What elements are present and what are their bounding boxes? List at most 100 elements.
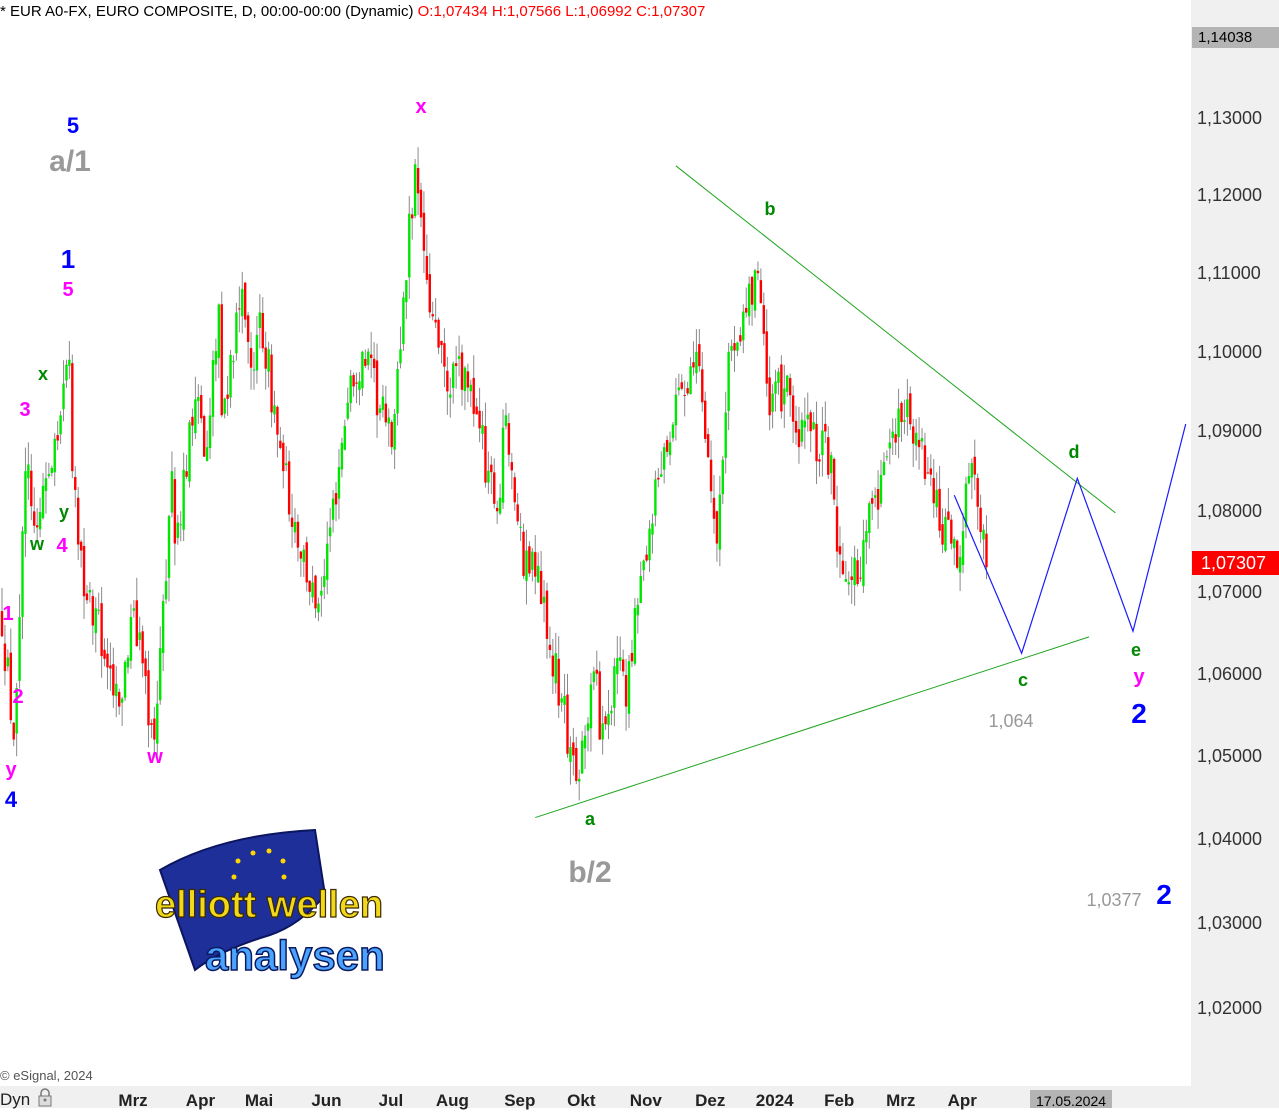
candle-body (381, 396, 385, 410)
candle-body (296, 521, 300, 548)
candle-body (791, 395, 795, 422)
price-tick-label: 1,08000 (1197, 501, 1263, 522)
candle-body (97, 609, 100, 611)
candle-body (859, 577, 862, 579)
candle-body (246, 315, 250, 342)
candle-body (498, 497, 502, 514)
candle-body (159, 648, 162, 701)
candle-body (349, 375, 352, 404)
candle-body (920, 438, 924, 442)
candle-body (621, 659, 625, 672)
candle-body (636, 604, 640, 616)
candle-body (712, 497, 716, 519)
candle-body (287, 461, 291, 515)
candle-body (106, 653, 109, 668)
candle-body (390, 422, 393, 448)
candle-body (780, 364, 783, 412)
candle-body (68, 359, 71, 366)
candle-body (745, 307, 748, 313)
price-tick-label: 1,03000 (1197, 913, 1263, 934)
candle-body (276, 406, 279, 435)
candle-body (141, 631, 144, 664)
wave-label: 5 (62, 279, 74, 301)
candle-body (440, 340, 443, 346)
time-axis[interactable] (0, 1086, 1279, 1108)
candle-body (425, 256, 429, 280)
candle-body (384, 403, 388, 423)
candle-body (15, 688, 18, 734)
time-tick-label: Okt (567, 1091, 596, 1110)
candle-body (135, 600, 138, 647)
candle-body (906, 399, 909, 418)
candle-body (150, 723, 153, 725)
candle-body (686, 388, 689, 394)
price-tick-label: 1,04000 (1197, 829, 1263, 850)
candle-body (812, 422, 815, 430)
candle-body (164, 581, 168, 600)
candle-body (882, 461, 886, 475)
candle-body (437, 319, 440, 348)
candle-body (12, 722, 15, 740)
time-tick-label: Aug (435, 1091, 469, 1110)
price-chart[interactable] (0, 0, 1191, 1086)
wave-label: 1 (2, 603, 14, 625)
candle-body (413, 164, 417, 217)
candle-body (469, 384, 472, 392)
candle-body (481, 425, 484, 434)
candle-body (900, 402, 903, 423)
price-tick-label: 1,11000 (1197, 263, 1261, 284)
candle-body (103, 649, 106, 659)
candle-body (120, 698, 124, 703)
candle-body (528, 546, 531, 574)
candle-body (953, 538, 956, 549)
ohlc-readout: O:1,07434 H:1,07566 L:1,06992 C:1,07307 (417, 3, 706, 20)
candle-body (610, 710, 613, 714)
candle-body (777, 371, 780, 383)
candle-body (651, 523, 654, 535)
candle-body (580, 740, 584, 774)
wave-label: 4 (56, 535, 68, 557)
candle-body (194, 399, 197, 434)
candle-body (941, 524, 944, 545)
candle-body (665, 439, 669, 452)
candle-body (979, 507, 982, 533)
candle-body (557, 658, 560, 706)
candle-body (642, 560, 645, 571)
candle-body (317, 603, 320, 613)
candle-body (478, 410, 481, 429)
candle-body (950, 519, 953, 544)
candle-body (709, 459, 713, 492)
candle-body (756, 270, 760, 274)
candle-body (123, 661, 127, 698)
candle-body (947, 511, 950, 520)
candle-body (856, 560, 859, 584)
candle-body (235, 312, 238, 354)
candle-body (185, 471, 188, 477)
candle-body (112, 664, 115, 696)
candle-body (396, 368, 399, 414)
candle-body (200, 395, 203, 419)
lock-icon[interactable] (36, 1087, 54, 1107)
candle-body (487, 470, 490, 483)
candle-body (613, 666, 616, 708)
candle-body (513, 477, 516, 503)
candle-body (759, 280, 763, 304)
wave-label: y (58, 502, 70, 522)
candle-body (270, 354, 273, 413)
candle-body (249, 348, 253, 368)
candle-body (452, 363, 455, 388)
candle-body (865, 531, 868, 543)
candle-body (821, 430, 824, 456)
candle-body (33, 511, 36, 526)
wave-label: d (1068, 442, 1080, 462)
cursor-date: 17.05.2024 (1030, 1090, 1112, 1109)
candle-body (677, 387, 681, 391)
candle-body (695, 351, 698, 374)
candle-body (446, 370, 449, 392)
candle-body (132, 608, 136, 611)
candle-body (211, 360, 215, 417)
dynamic-mode[interactable]: Dyn (0, 1088, 52, 1110)
candle-body (888, 442, 891, 449)
candle-body (660, 474, 663, 477)
candle-body (504, 415, 508, 427)
